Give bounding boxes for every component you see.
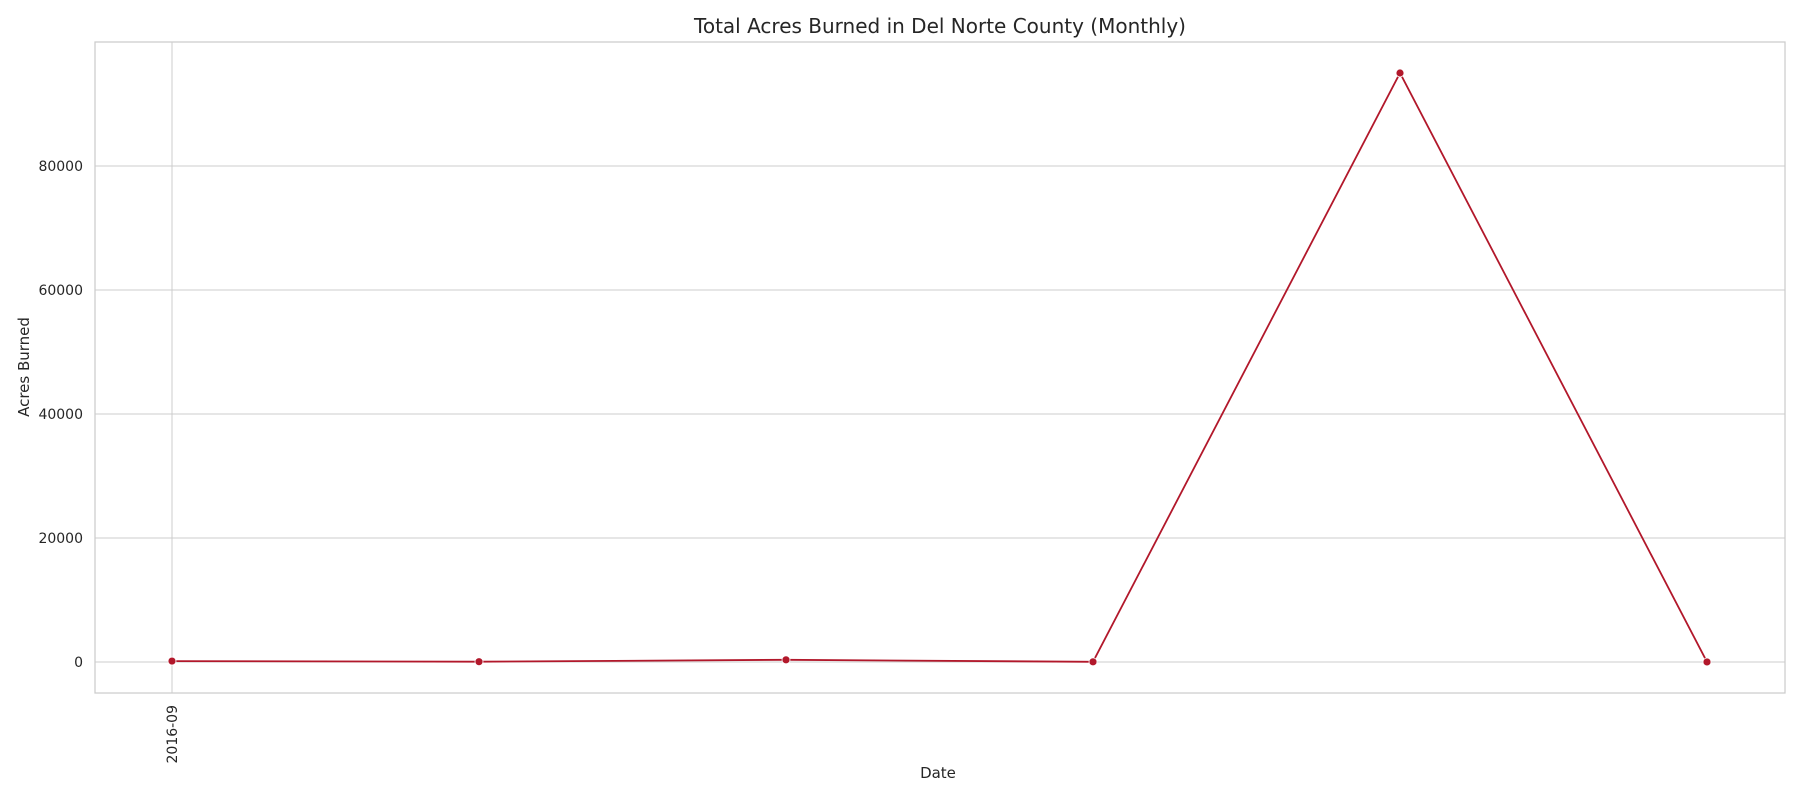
data-point [1702,657,1712,667]
y-axis-label: Acres Burned [15,317,33,417]
y-tick-label: 20000 [38,531,83,547]
y-axis-ticks: 0 20000 40000 60000 80000 [38,159,83,671]
y-tick-label: 40000 [38,407,83,423]
grid-lines [95,42,1785,693]
x-axis-ticks: 2016-09 [165,705,181,764]
x-tick-label: 2016-09 [165,705,181,764]
data-point [1395,68,1405,78]
y-tick-label: 0 [74,655,83,671]
data-point [781,655,791,665]
x-axis-label: Date [920,764,956,782]
series-layer [167,68,1712,667]
data-point [167,656,177,666]
plot-area-frame [94,41,1786,694]
y-tick-label: 60000 [38,283,83,299]
series-line [171,71,1708,663]
data-point [1088,657,1098,667]
data-point [474,657,484,667]
chart-title: Total Acres Burned in Del Norte County (… [693,14,1186,38]
y-tick-label: 80000 [38,159,83,175]
